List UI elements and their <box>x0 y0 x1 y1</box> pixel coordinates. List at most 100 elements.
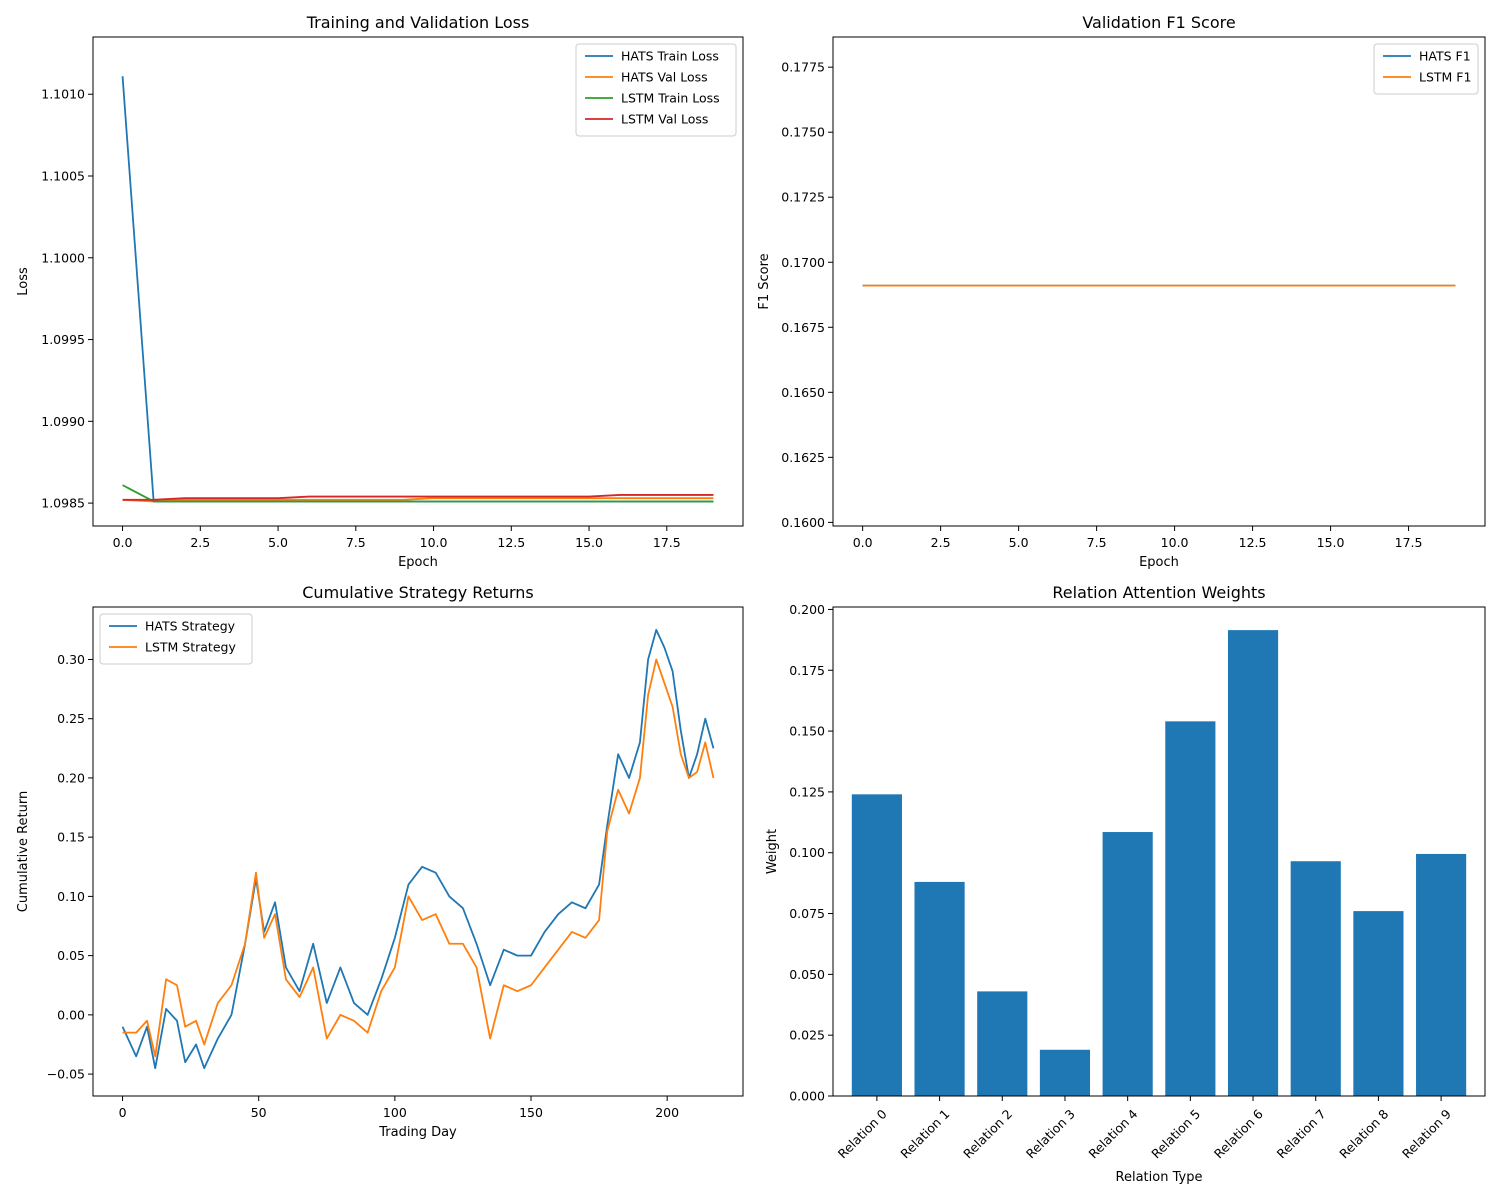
legend-label: LSTM Train Loss <box>621 91 720 106</box>
x-tick-label: Relation 7 <box>1274 1106 1329 1161</box>
y-tick-label: 0.050 <box>789 967 825 982</box>
x-tick-label: 17.5 <box>653 535 681 550</box>
x-tick-label: Relation 5 <box>1148 1106 1203 1161</box>
legend: HATS Strategy LSTM Strategy <box>99 613 253 665</box>
y-tick-label: 1.0985 <box>41 496 85 511</box>
axes-frame <box>832 606 1486 1097</box>
legend-label: LSTM Strategy <box>145 640 236 655</box>
y-tick-label: 0.200 <box>789 602 825 617</box>
y-axis-label: Loss <box>16 267 31 296</box>
x-tick-label: 50 <box>251 1105 267 1120</box>
x-tick-label: 5.0 <box>268 535 288 550</box>
y-tick-label: 0.1700 <box>781 255 825 270</box>
y-tick-label: 0.1650 <box>781 385 825 400</box>
x-tick-label: 7.5 <box>346 535 366 550</box>
x-tick-label: 200 <box>655 1105 679 1120</box>
legend-label: HATS Val Loss <box>621 70 708 85</box>
x-tick-label: Relation 1 <box>897 1106 952 1161</box>
axes-frame <box>832 36 1486 527</box>
y-tick-label: 0.1750 <box>781 125 825 140</box>
x-tick-label: 10.0 <box>1161 535 1189 550</box>
y-tick-label: 0.150 <box>789 724 825 739</box>
series-line-lstm-strategy <box>122 658 715 1058</box>
bar-relation-6 <box>1227 630 1279 1096</box>
x-tick-label: 17.5 <box>1395 535 1423 550</box>
x-tick-label: 0.0 <box>113 535 133 550</box>
y-tick-label: 0.30 <box>57 652 85 667</box>
y-tick-label: 0.20 <box>57 770 85 785</box>
x-tick-label: 7.5 <box>1087 535 1107 550</box>
series-line-lstm-val-loss <box>122 494 714 501</box>
y-tick-label: 0.125 <box>789 784 825 799</box>
x-tick-label: 2.5 <box>931 535 951 550</box>
legend-label: HATS Strategy <box>145 619 236 634</box>
y-tick-label: 0.025 <box>789 1028 825 1043</box>
panel-loss: 0.0 2.5 5.0 7.5 10.0 12.5 15.0 17.5 1.0985 1.0990… <box>16 13 744 570</box>
chart-title: Cumulative Strategy Returns <box>302 583 533 602</box>
chart-title: Validation F1 Score <box>1082 13 1235 32</box>
series-line-hats-strategy <box>121 628 715 1070</box>
x-tick-label: Relation 3 <box>1023 1106 1078 1161</box>
legend-box <box>575 43 737 137</box>
x-axis-label: Epoch <box>1139 555 1179 570</box>
y-tick-label: 0.1600 <box>781 515 825 530</box>
x-tick-label: Relation 2 <box>960 1106 1015 1161</box>
y-tick-label: 0.05 <box>57 948 85 963</box>
y-tick-label: 0.10 <box>57 889 85 904</box>
panel-attention: Relation 0 Relation 1 Relation 2 Relation 3… <box>765 583 1486 1185</box>
x-tick-label: 15.0 <box>1317 535 1345 550</box>
x-tick-label: Relation 0 <box>835 1106 890 1161</box>
y-tick-label: 0.1775 <box>781 60 825 75</box>
x-tick-label: 12.5 <box>1239 535 1267 550</box>
y-tick-label: 0.075 <box>789 906 825 921</box>
bar-relation-4 <box>1102 832 1153 1096</box>
x-axis-label: Epoch <box>398 555 438 570</box>
x-tick-label: 0.0 <box>853 535 873 550</box>
bar-relation-1 <box>914 881 965 1096</box>
x-axis-label: Relation Type <box>1116 1170 1203 1185</box>
y-tick-label: 1.1010 <box>41 87 85 102</box>
x-tick-label: Relation 6 <box>1211 1106 1266 1161</box>
series-line-hats-train-loss <box>121 76 714 503</box>
legend-label: HATS Train Loss <box>621 49 719 64</box>
legend: HATS F1 LSTM F1 <box>1373 43 1479 95</box>
bar-relation-2 <box>977 991 1028 1096</box>
y-tick-label: 0.1675 <box>781 320 825 335</box>
y-axis-label: F1 Score <box>757 253 772 309</box>
y-tick-label: −0.05 <box>47 1067 85 1082</box>
legend-box <box>99 613 253 665</box>
panel-f1: 0.0 2.5 5.0 7.5 10.0 12.5 15.0 17.5 0.1600 0.1625… <box>757 13 1486 570</box>
bar-relation-8 <box>1353 911 1404 1096</box>
x-tick-label: 12.5 <box>497 535 525 550</box>
y-tick-label: 0.15 <box>57 830 85 845</box>
bar-relation-3 <box>1039 1049 1091 1096</box>
x-tick-label: Relation 4 <box>1086 1106 1141 1161</box>
chart-title: Relation Attention Weights <box>1052 583 1265 602</box>
chart-title: Training and Validation Loss <box>306 13 530 32</box>
x-tick-label: 150 <box>519 1105 543 1120</box>
panel-returns: 0 50 100 150 200 −0.05 0.00 0.05 0.10 0.15 0.20 0.2… <box>16 583 744 1140</box>
y-tick-label: 1.0995 <box>41 332 85 347</box>
x-axis-label: Trading Day <box>378 1125 457 1140</box>
x-tick-label: 5.0 <box>1009 535 1029 550</box>
y-tick-label: 0.000 <box>789 1089 825 1104</box>
axes-frame <box>92 36 744 527</box>
y-tick-label: 0.00 <box>57 1007 85 1022</box>
y-tick-label: 0.100 <box>789 845 825 860</box>
legend-label: LSTM Val Loss <box>621 112 708 127</box>
series-line-hats-val-loss <box>122 497 714 503</box>
bar-relation-9 <box>1416 853 1467 1096</box>
x-tick-label: 100 <box>383 1105 407 1120</box>
x-tick-label: 2.5 <box>190 535 210 550</box>
bar-relation-0 <box>851 794 902 1096</box>
legend-label: HATS F1 <box>1419 49 1471 64</box>
y-tick-label: 0.1625 <box>781 450 825 465</box>
y-tick-label: 1.1000 <box>41 250 85 265</box>
bar-relation-7 <box>1290 861 1341 1096</box>
x-tick-label: 10.0 <box>420 535 448 550</box>
y-tick-label: 0.175 <box>789 663 825 678</box>
y-axis-label: Weight <box>765 829 780 874</box>
bar-relation-5 <box>1165 721 1216 1096</box>
y-tick-label: 0.1725 <box>781 190 825 205</box>
